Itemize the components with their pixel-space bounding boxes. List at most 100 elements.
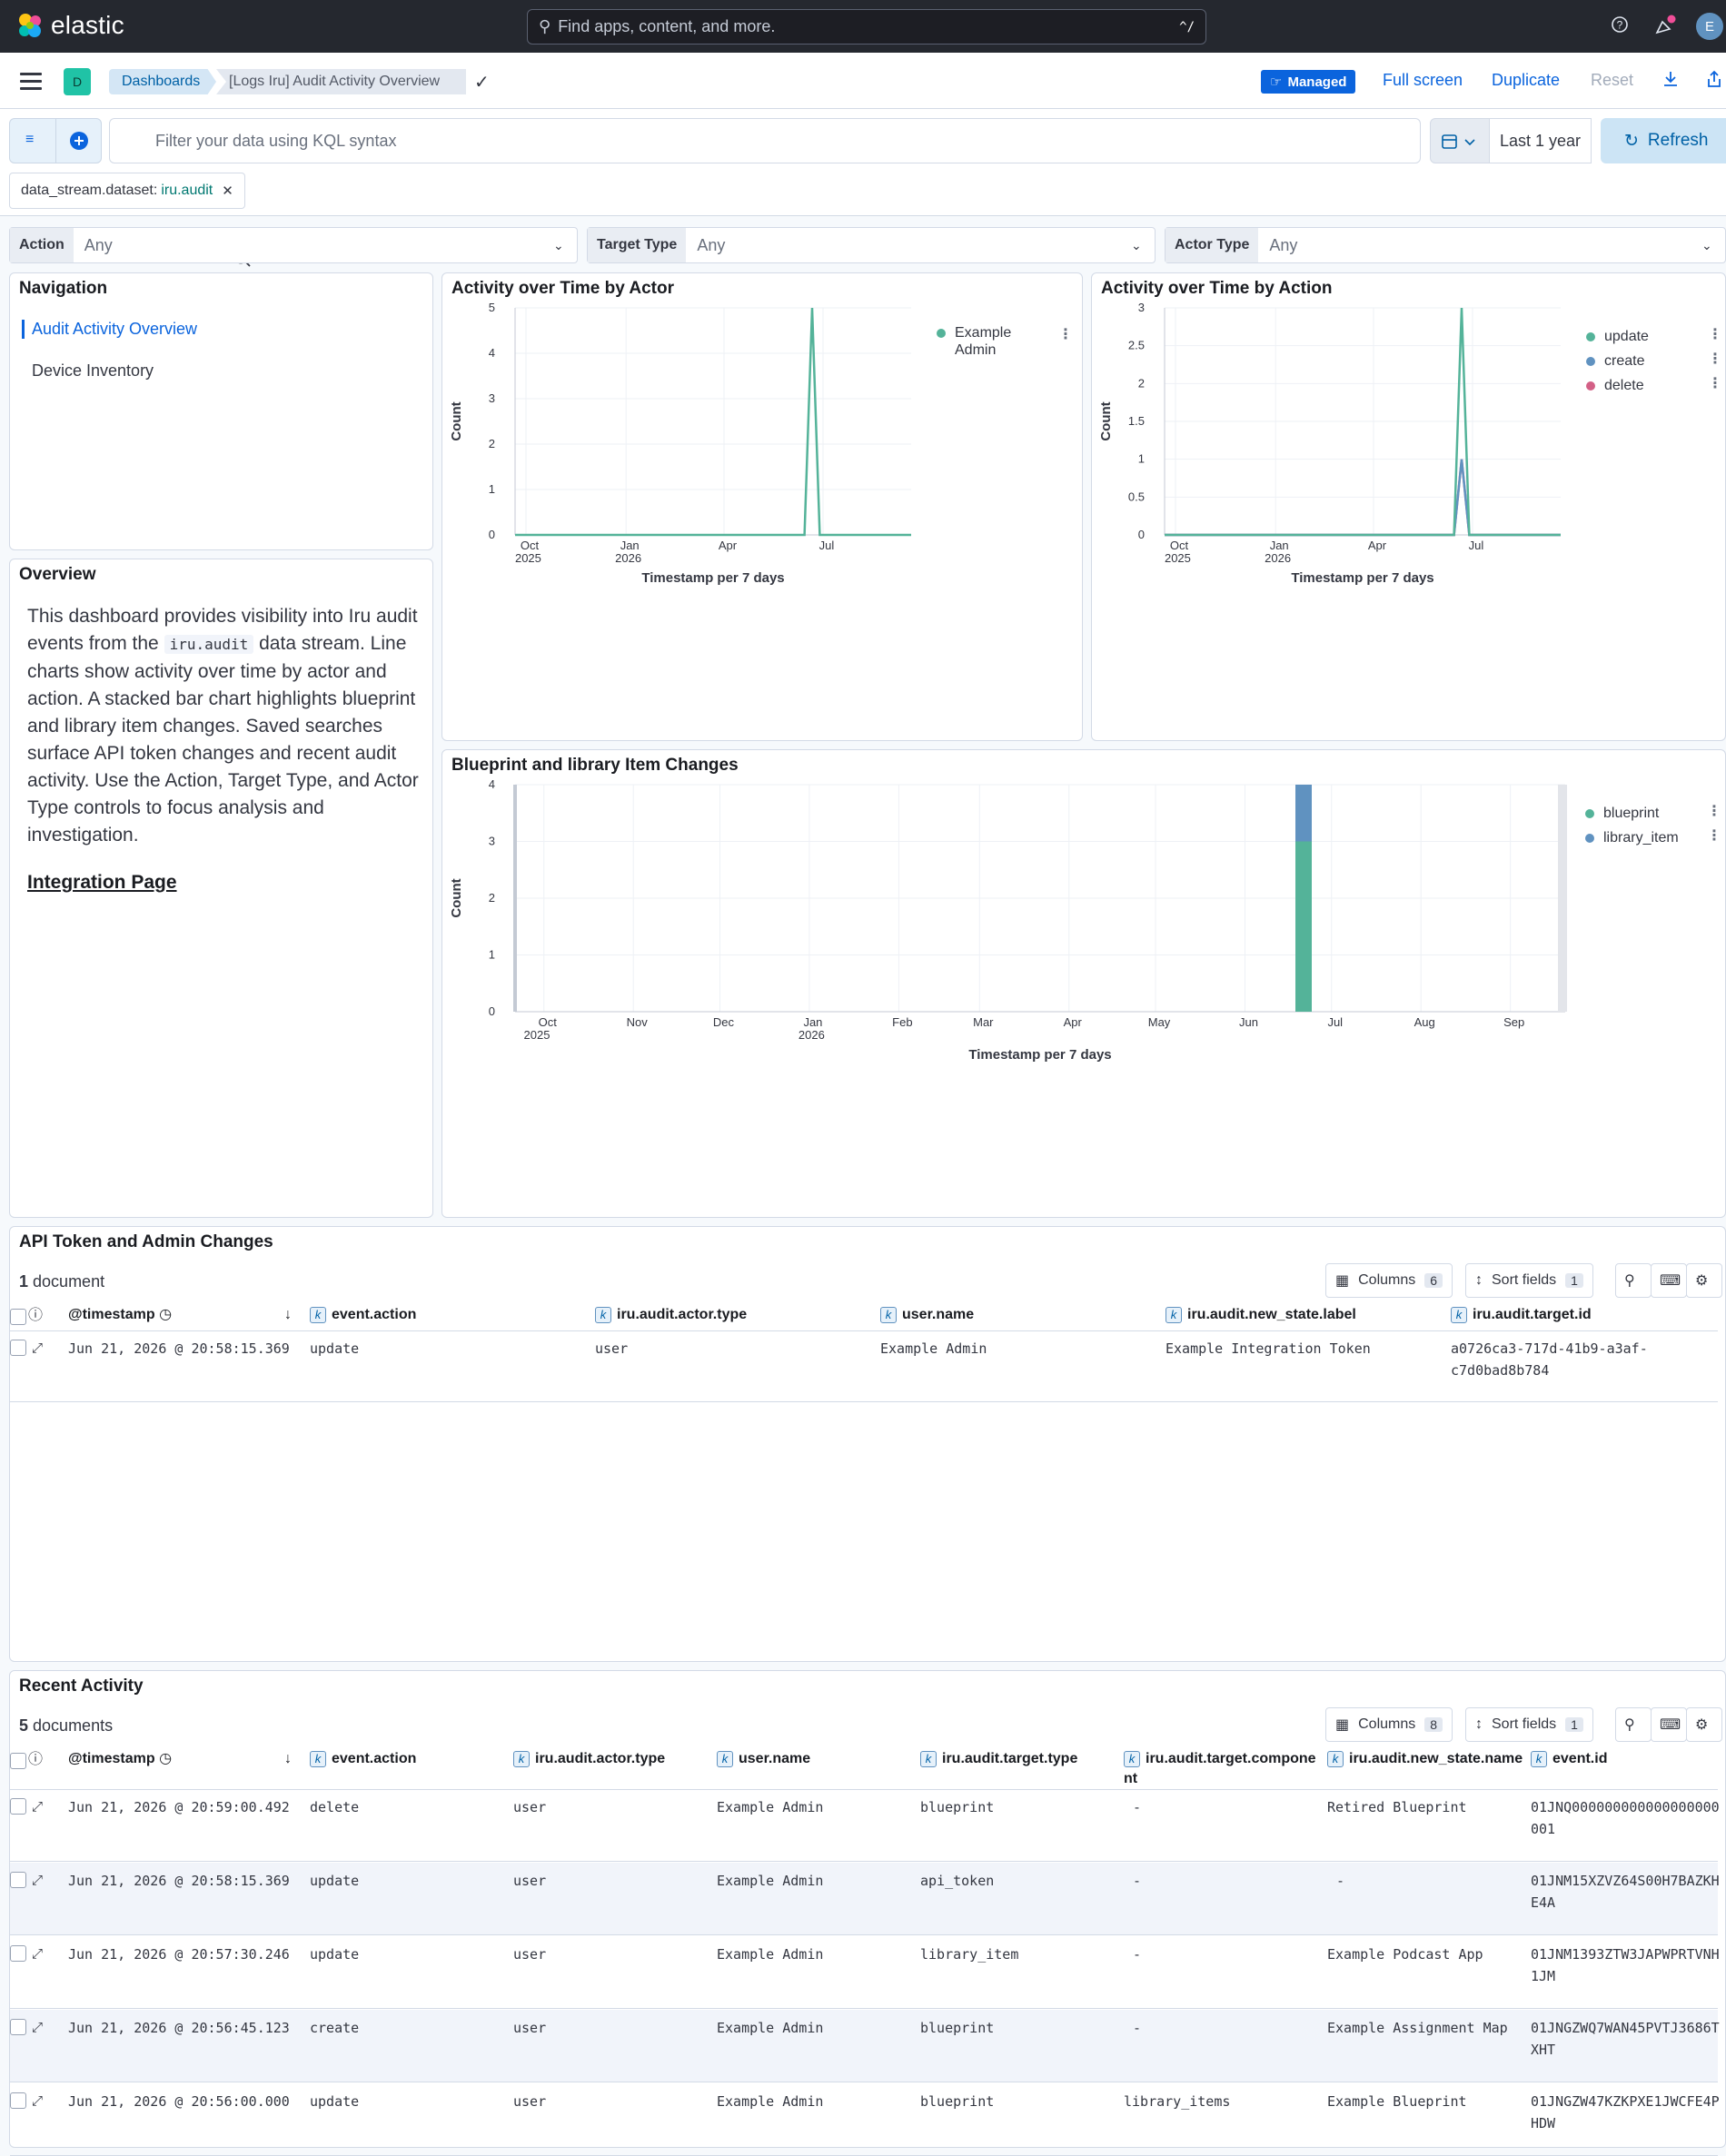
sort-descending-icon[interactable]: ↓: [284, 1307, 292, 1322]
filter-icon[interactable]: ≡: [25, 132, 35, 147]
search-table-button[interactable]: ⚲: [1615, 1707, 1652, 1742]
column-header[interactable]: k iru.audit.actor.type: [513, 1749, 709, 1769]
managed-badge[interactable]: ☞ Managed: [1261, 70, 1356, 94]
select-all-checkbox[interactable]: [10, 1753, 26, 1769]
legend-actions-icon[interactable]: ⋮: [1708, 376, 1722, 391]
expand-row-icon[interactable]: ⤢: [32, 1873, 44, 1888]
series-line-example-admin[interactable]: [515, 307, 911, 537]
global-search-input[interactable]: ⚲ Find apps, content, and more. ^/: [527, 9, 1206, 45]
legend-item[interactable]: create: [1586, 349, 1649, 373]
sort-fields-button[interactable]: ↕ Sort fields 1: [1465, 1707, 1593, 1742]
integration-page-link[interactable]: Integration Page: [27, 872, 177, 893]
help-icon[interactable]: ?: [1608, 15, 1632, 38]
row-checkbox[interactable]: [10, 1872, 26, 1888]
column-header[interactable]: k iru.audit.target.id: [1451, 1305, 1711, 1325]
bar-segment-blueprint[interactable]: [1295, 841, 1312, 1013]
display-settings-button[interactable]: ⚙: [1686, 1263, 1722, 1298]
keyboard-shortcuts-button[interactable]: ⌨: [1651, 1263, 1687, 1298]
control-target-type[interactable]: Target Type Any ⌄: [587, 227, 1156, 263]
columns-button[interactable]: ▦ Columns 6: [1325, 1263, 1453, 1298]
column-header[interactable]: k event.action: [310, 1749, 506, 1769]
close-icon[interactable]: ✕: [222, 183, 233, 199]
select-all-checkbox[interactable]: [10, 1309, 26, 1325]
table-row-stripe: [10, 1863, 1718, 1934]
reset-button[interactable]: Reset: [1591, 71, 1634, 89]
duplicate-button[interactable]: Duplicate: [1492, 71, 1561, 89]
expand-row-icon[interactable]: ⤢: [32, 1799, 44, 1815]
share-icon[interactable]: [1702, 69, 1726, 93]
column-header[interactable]: k iru.audit.actor.type: [595, 1305, 873, 1325]
nav-link-audit-activity-overview[interactable]: Audit Activity Overview: [22, 320, 197, 339]
legend-actions-icon[interactable]: ⋮: [1708, 327, 1722, 342]
cell-value: Example Admin: [717, 2093, 824, 2110]
add-filter-icon[interactable]: [69, 131, 89, 151]
expand-row-icon[interactable]: ⤢: [32, 1946, 44, 1962]
info-icon[interactable]: ⓘ: [28, 1752, 44, 1767]
user-avatar[interactable]: E: [1696, 13, 1723, 40]
row-checkbox[interactable]: [10, 2092, 26, 2109]
elastic-logo[interactable]: elastic: [16, 11, 124, 40]
column-header-label: iru.audit.target.type: [942, 1751, 1078, 1766]
cell-value: user: [513, 2093, 547, 2110]
cell-value: update: [310, 1873, 360, 1889]
bar-segment-library_item[interactable]: [1295, 785, 1312, 842]
full-screen-button[interactable]: Full screen: [1383, 71, 1463, 89]
table-cell: api_token: [920, 1870, 1118, 1892]
column-header[interactable]: @timestamp ◷ ↓: [68, 1305, 303, 1325]
expand-row-icon[interactable]: ⤢: [32, 2020, 44, 2035]
sort-fields-button[interactable]: ↕ Sort fields 1: [1465, 1263, 1593, 1298]
columns-button[interactable]: ▦ Columns 8: [1325, 1707, 1453, 1742]
column-header[interactable]: k iru.audit.target.type: [920, 1749, 1116, 1769]
column-header[interactable]: k event.id: [1531, 1749, 1711, 1769]
menu-toggle-icon[interactable]: [20, 73, 42, 91]
row-checkbox[interactable]: [10, 2019, 26, 2035]
control-action-value: Any: [84, 235, 113, 254]
column-header[interactable]: k user.name: [717, 1749, 913, 1769]
filter-pill[interactable]: data_stream.dataset: iru.audit ✕: [9, 173, 245, 209]
row-checkbox[interactable]: [10, 1798, 26, 1815]
filter-menu-button[interactable]: ≡: [9, 118, 102, 163]
row-checkbox[interactable]: [10, 1340, 26, 1356]
breadcrumb-dashboards[interactable]: Dashboards: [109, 69, 216, 94]
column-header[interactable]: @timestamp ◷ ↓: [68, 1749, 303, 1769]
column-header[interactable]: k iru.audit.new_state.name: [1327, 1749, 1523, 1769]
kql-search-input[interactable]: Filter your data using KQL syntax: [109, 118, 1421, 267]
expand-row-icon[interactable]: ⤢: [32, 2093, 44, 2109]
date-quick-menu-button[interactable]: [1430, 118, 1490, 163]
expand-row-icon[interactable]: ⤢: [32, 1340, 44, 1356]
time-range-display[interactable]: Last 1 year: [1490, 118, 1592, 163]
space-avatar[interactable]: D: [64, 68, 91, 95]
legend-swatch: [1586, 356, 1595, 366]
series-line-update[interactable]: [1165, 307, 1561, 537]
refresh-button[interactable]: ↻ Refresh: [1601, 118, 1726, 163]
legend-actions-icon[interactable]: ⋮: [1058, 327, 1073, 342]
legend-actions-icon[interactable]: ⋮: [1708, 351, 1722, 367]
column-header[interactable]: k user.name: [880, 1305, 1158, 1325]
search-table-button[interactable]: ⚲: [1615, 1263, 1652, 1298]
legend-label: blueprint: [1603, 805, 1660, 821]
sort-descending-icon[interactable]: ↓: [284, 1751, 292, 1766]
display-settings-button[interactable]: ⚙: [1686, 1707, 1722, 1742]
control-actor-type[interactable]: Actor Type Any ⌄: [1165, 227, 1726, 263]
column-header[interactable]: k iru.audit.new_state.label: [1166, 1305, 1443, 1325]
legend-item[interactable]: blueprint: [1585, 801, 1679, 826]
legend-actions-icon[interactable]: ⋮: [1707, 804, 1721, 819]
column-header[interactable]: k event.action: [310, 1305, 588, 1325]
control-action[interactable]: Action Any ⌄: [9, 227, 578, 263]
keyword-field-icon: k: [1451, 1307, 1467, 1323]
legend-item[interactable]: update: [1586, 324, 1649, 349]
row-checkbox[interactable]: [10, 1945, 26, 1962]
news-feed-icon[interactable]: [1653, 15, 1677, 38]
legend-actions-icon[interactable]: ⋮: [1707, 828, 1721, 844]
legend-item[interactable]: Example Admin: [937, 324, 1018, 358]
nav-link-device-inventory[interactable]: Device Inventory: [32, 361, 154, 380]
info-icon[interactable]: ⓘ: [28, 1308, 44, 1323]
legend-item[interactable]: library_item: [1585, 826, 1679, 850]
download-icon[interactable]: [1659, 69, 1682, 93]
legend-item[interactable]: delete: [1586, 373, 1649, 398]
column-header[interactable]: k iru.audit.target.compone nt: [1124, 1749, 1320, 1789]
keyboard-shortcuts-button[interactable]: ⌨: [1651, 1707, 1687, 1742]
